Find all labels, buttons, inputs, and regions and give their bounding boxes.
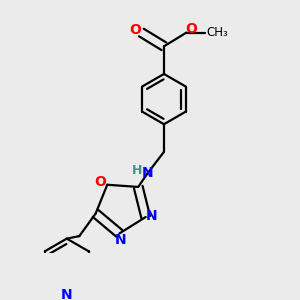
Text: O: O [94,175,106,189]
Text: N: N [142,166,153,180]
Text: H: H [132,164,142,178]
Text: N: N [146,208,158,223]
Text: O: O [185,22,197,36]
Text: O: O [129,23,141,37]
Text: CH₃: CH₃ [206,26,228,39]
Text: N: N [115,232,127,247]
Text: N: N [61,288,73,300]
